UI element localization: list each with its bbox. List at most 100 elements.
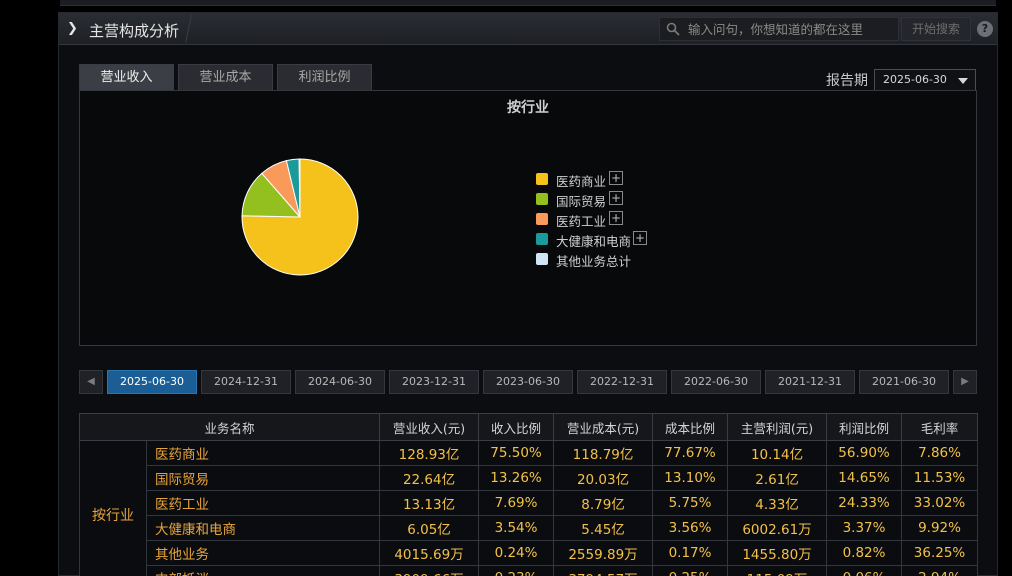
- table-row[interactable]: 国际贸易 22.64亿 13.26% 20.03亿 13.10% 2.61亿 14.65% 1…: [80, 465, 979, 491]
- tab-cost[interactable]: 营业成本: [178, 64, 273, 90]
- profit-cell: 1455.80万: [727, 540, 828, 566]
- main-composition-panel: ❯ 主营构成分析 开始搜索 ? 营业收入 营业成本 利润比例 报告期 2025-…: [58, 12, 998, 576]
- date-button[interactable]: 2024-12-31: [201, 370, 291, 394]
- legend-label: 医药工业: [556, 214, 607, 229]
- expand-plus-icon[interactable]: +: [609, 171, 623, 185]
- legend-swatch: [536, 213, 548, 225]
- profit-cell: 2.61亿: [727, 465, 828, 491]
- expand-plus-icon[interactable]: +: [609, 191, 623, 205]
- profit-cell: 115.09万: [727, 565, 828, 576]
- cost-ratio-cell: 5.75%: [652, 490, 729, 516]
- tab-revenue[interactable]: 营业收入: [79, 64, 174, 90]
- table-row[interactable]: 按行业 医药商业 128.93亿 75.50% 118.79亿 77.67% 10.14亿 5…: [79, 440, 979, 576]
- col-header-profit-ratio[interactable]: 利润比例: [826, 413, 903, 441]
- search-input[interactable]: [688, 20, 894, 38]
- cost-cell: 2559.89万: [553, 540, 654, 566]
- margin-cell: 33.02%: [901, 490, 979, 516]
- legend-label: 其他业务总计: [556, 254, 632, 269]
- title-divider: [178, 15, 192, 43]
- revenue-ratio-cell: 3.54%: [478, 515, 555, 541]
- pie-slice[interactable]: [298, 158, 301, 218]
- business-table: 业务名称 营业收入(元) 收入比例 营业成本(元) 成本比例 主营利润(元) 利…: [78, 413, 979, 576]
- revenue-ratio-cell: 0.23%: [478, 565, 555, 576]
- legend-swatch: [536, 193, 548, 205]
- chevron-down-icon: [958, 78, 968, 84]
- margin-cell: 7.86%: [901, 440, 979, 466]
- col-header-revenue[interactable]: 营业收入(元): [379, 413, 480, 441]
- tab-profit-ratio[interactable]: 利润比例: [277, 64, 372, 90]
- date-button[interactable]: 2022-12-31: [577, 370, 667, 394]
- cost-ratio-cell: 3.56%: [652, 515, 729, 541]
- date-button[interactable]: 2025-06-30: [107, 370, 197, 394]
- date-button[interactable]: 2023-12-31: [389, 370, 479, 394]
- table-row[interactable]: 其他业务 4015.69万 0.24% 2559.89万 0.17% 1455.80万 0.…: [80, 540, 979, 566]
- business-name-cell[interactable]: 大健康和电商: [145, 515, 381, 541]
- report-period-value: 2025-06-30: [883, 73, 947, 86]
- revenue-cell: 3909.66万: [379, 565, 480, 576]
- profit-cell: 6002.61万: [727, 515, 828, 541]
- legend-swatch: [536, 253, 548, 265]
- date-button[interactable]: 2022-06-30: [671, 370, 761, 394]
- cost-cell: 8.79亿: [553, 490, 654, 516]
- expand-plus-icon[interactable]: +: [633, 231, 647, 245]
- revenue-cell: 4015.69万: [379, 540, 480, 566]
- date-button[interactable]: 2021-12-31: [765, 370, 855, 394]
- revenue-ratio-cell: 13.26%: [478, 465, 555, 491]
- date-button[interactable]: 2021-06-30: [859, 370, 949, 394]
- profit-ratio-cell: 14.65%: [826, 465, 903, 491]
- report-period-select[interactable]: 2025-06-30: [874, 69, 976, 91]
- prev-arrow-icon[interactable]: ◀: [79, 370, 103, 394]
- expand-plus-icon[interactable]: +: [609, 211, 623, 225]
- table-row[interactable]: 大健康和电商 6.05亿 3.54% 5.45亿 3.56% 6002.61万 3.37% 9…: [80, 515, 979, 541]
- revenue-cell: 22.64亿: [379, 465, 480, 491]
- revenue-ratio-cell: 75.50%: [478, 440, 555, 466]
- business-name-cell[interactable]: 医药商业: [145, 440, 381, 466]
- col-header-cost-ratio[interactable]: 成本比例: [652, 413, 729, 441]
- cost-ratio-cell: 77.67%: [652, 440, 729, 466]
- search-button[interactable]: 开始搜索: [901, 17, 971, 41]
- cost-cell: 20.03亿: [553, 465, 654, 491]
- business-name-cell[interactable]: 其他业务: [145, 540, 381, 566]
- cost-cell: 5.45亿: [553, 515, 654, 541]
- panel-title: 主营构成分析: [89, 22, 180, 40]
- col-header-business[interactable]: 业务名称: [78, 413, 381, 441]
- date-navigator: ◀ ▶ 2025-06-30 2024-12-31 2024-06-30 2023-1…: [79, 370, 977, 394]
- search-box[interactable]: [659, 17, 899, 41]
- legend-label: 大健康和电商: [556, 234, 632, 249]
- col-header-profit[interactable]: 主营利润(元): [727, 413, 828, 441]
- next-arrow-icon[interactable]: ▶: [953, 370, 977, 394]
- revenue-cell: 6.05亿: [379, 515, 480, 541]
- margin-cell: 11.53%: [901, 465, 979, 491]
- pie-slice[interactable]: [241, 158, 359, 276]
- legend-item[interactable]: 大健康和电商 +: [536, 231, 706, 249]
- margin-cell: 36.25%: [901, 540, 979, 566]
- business-name-cell[interactable]: 内部抵消: [145, 565, 381, 576]
- table-row[interactable]: 内部抵消3909.66万0.23%3794.57万0.25%115.09万0.0…: [80, 565, 979, 576]
- date-button[interactable]: 2023-06-30: [483, 370, 573, 394]
- business-name-cell[interactable]: 国际贸易: [145, 465, 381, 491]
- col-header-revenue-ratio[interactable]: 收入比例: [478, 413, 555, 441]
- legend-swatch: [536, 173, 548, 185]
- date-button[interactable]: 2024-06-30: [295, 370, 385, 394]
- col-header-cost[interactable]: 营业成本(元): [553, 413, 654, 441]
- help-icon[interactable]: ?: [977, 21, 993, 37]
- legend-item[interactable]: 国际贸易 +: [536, 191, 706, 209]
- profit-cell: 10.14亿: [727, 440, 828, 466]
- cost-ratio-cell: 0.17%: [652, 540, 729, 566]
- revenue-cell: 13.13亿: [379, 490, 480, 516]
- business-name-cell[interactable]: 医药工业: [145, 490, 381, 516]
- revenue-ratio-cell: 0.24%: [478, 540, 555, 566]
- margin-cell: 2.94%: [901, 565, 979, 576]
- table-row[interactable]: 医药工业 13.13亿 7.69% 8.79亿 5.75% 4.33亿 24.33% 33.0…: [80, 490, 979, 516]
- col-header-margin[interactable]: 毛利率: [901, 413, 979, 441]
- profit-ratio-cell: 3.37%: [826, 515, 903, 541]
- table-header-row: 业务名称 营业收入(元) 收入比例 营业成本(元) 成本比例 主营利润(元) 利…: [78, 413, 979, 441]
- pie-chart: [241, 158, 359, 276]
- chevron-right-icon[interactable]: ❯: [67, 21, 78, 36]
- legend-label: 医药商业: [556, 174, 607, 189]
- profit-ratio-cell: 56.90%: [826, 440, 903, 466]
- legend-item[interactable]: 医药商业 +: [536, 171, 706, 189]
- margin-cell: 9.92%: [901, 515, 979, 541]
- legend-item[interactable]: 其他业务总计: [536, 251, 706, 269]
- legend-item[interactable]: 医药工业 +: [536, 211, 706, 229]
